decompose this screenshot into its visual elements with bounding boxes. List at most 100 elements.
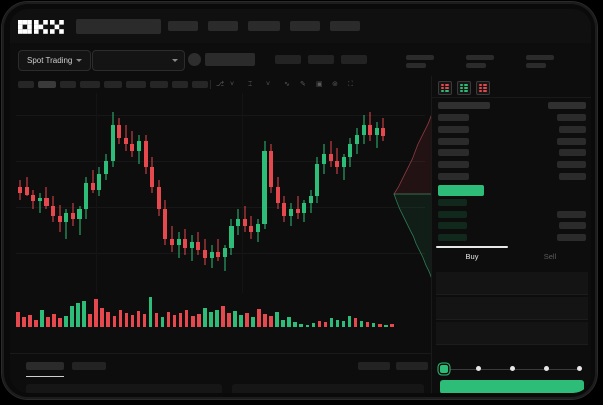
candle	[275, 93, 280, 284]
price-chart[interactable]	[10, 93, 431, 353]
ask-row-6-price[interactable]	[438, 173, 469, 180]
volume-bar	[154, 313, 159, 327]
orderbook-both-icon[interactable]	[438, 81, 452, 95]
camera-icon[interactable]: ▣	[316, 81, 323, 88]
orderbook-header-price[interactable]	[438, 102, 490, 109]
search-input[interactable]	[76, 19, 161, 34]
ask-row-4-size[interactable]	[559, 149, 586, 157]
settings-icon[interactable]: ⊚	[332, 81, 338, 88]
bottom-tab-right-2[interactable]	[396, 362, 428, 370]
fullscreen-icon[interactable]: ⛶	[348, 81, 353, 88]
volume-bar	[76, 303, 80, 327]
trading-mode-label: Spot Trading	[27, 56, 73, 65]
ask-row-2-price[interactable]	[438, 125, 469, 133]
bid-row-4-size[interactable]	[557, 234, 586, 242]
volume-bar	[70, 305, 74, 327]
ask-row-2-size[interactable]	[559, 125, 586, 133]
ask-row-1-size[interactable]	[557, 114, 586, 121]
volume-bar	[245, 313, 249, 327]
toolbar-button-9[interactable]	[192, 81, 208, 88]
ask-row-6-size[interactable]	[559, 173, 586, 180]
volume-bar	[40, 309, 44, 327]
nav-item-3[interactable]	[248, 21, 280, 31]
chevron-down-icon[interactable]: ˅	[266, 81, 271, 88]
volume-bar	[136, 310, 141, 327]
orderbook-header-size[interactable]	[548, 102, 586, 109]
toolbar-divider	[210, 80, 211, 89]
volume-bar	[311, 322, 316, 327]
orderbook-bids-icon[interactable]	[457, 81, 471, 95]
header-stat-6a	[526, 55, 554, 60]
toolbar-button-5[interactable]	[104, 81, 122, 88]
total-field[interactable]	[436, 322, 588, 345]
candle	[70, 93, 75, 284]
slider-dot-25[interactable]	[476, 366, 481, 371]
header-stat-5a	[466, 55, 494, 60]
header-stat-6b	[526, 63, 546, 68]
ask-row-3-price[interactable]	[438, 137, 469, 145]
volume-bar	[209, 312, 213, 327]
bid-row-3-size[interactable]	[559, 222, 586, 230]
amount-slider[interactable]	[440, 364, 584, 374]
bottom-tab-1[interactable]	[26, 362, 64, 370]
amount-field[interactable]	[436, 297, 588, 320]
bid-row-4-price[interactable]	[438, 234, 467, 242]
volume-bar	[178, 313, 183, 327]
toolbar-button-4[interactable]	[80, 81, 100, 88]
slider-handle[interactable]	[440, 365, 448, 373]
price-field[interactable]	[436, 272, 588, 295]
candle	[236, 93, 241, 284]
ask-row-3-size[interactable]	[557, 137, 586, 145]
toolbar-button-6[interactable]	[126, 81, 146, 88]
trading-mode-dropdown[interactable]: Spot Trading	[18, 50, 92, 71]
tab-sell[interactable]: Sell	[543, 252, 557, 261]
orderbook-asks-icon[interactable]	[476, 81, 490, 95]
ask-row-5-price[interactable]	[438, 161, 469, 169]
interval-icon[interactable]: ⌶	[248, 81, 253, 88]
toolbar-button-2[interactable]	[38, 81, 56, 88]
candle	[117, 93, 122, 284]
bottom-tab-right-1[interactable]	[358, 362, 390, 370]
bid-row-2-price[interactable]	[438, 210, 467, 218]
volume-bar	[142, 314, 147, 327]
candle	[163, 93, 168, 284]
ask-row-1-price[interactable]	[438, 114, 469, 121]
toolbar-button-3[interactable]	[60, 81, 76, 88]
candle	[130, 93, 135, 284]
candle	[361, 93, 366, 284]
nav-item-5[interactable]	[330, 21, 360, 31]
slider-dot-100[interactable]	[577, 366, 582, 371]
pair-selector-dropdown[interactable]	[92, 50, 185, 71]
nav-item-2[interactable]	[208, 21, 238, 31]
ask-row-4-price[interactable]	[438, 149, 469, 157]
candle	[31, 93, 36, 284]
bottom-tab-2[interactable]	[72, 362, 106, 370]
candle	[321, 93, 327, 284]
volume-bar	[293, 321, 298, 327]
slider-dot-75[interactable]	[544, 366, 549, 371]
bid-row-1-price[interactable]	[438, 198, 467, 206]
chevron-down-icon	[76, 59, 83, 62]
pencil-icon[interactable]: ✎	[300, 81, 306, 88]
toolbar-button-8[interactable]	[172, 81, 188, 88]
chevron-down-icon[interactable]: ˅	[230, 81, 235, 88]
toolbar-button-1[interactable]	[18, 81, 34, 88]
indicator-icon[interactable]: ⎇	[216, 81, 225, 88]
bid-row-2-size[interactable]	[557, 210, 586, 218]
ask-row-5-size[interactable]	[557, 161, 586, 169]
tab-buy[interactable]: Buy	[465, 252, 479, 261]
nav-item-4[interactable]	[290, 21, 320, 31]
volume-bar	[130, 315, 135, 327]
toolbar-button-7[interactable]	[150, 81, 168, 88]
nav-item-1[interactable]	[168, 21, 198, 31]
submit-buy-button[interactable]	[440, 380, 584, 393]
volume-bar	[112, 316, 117, 327]
bid-row-3-price[interactable]	[438, 222, 467, 230]
header-stat-5b	[466, 63, 486, 68]
candle	[315, 93, 320, 284]
line-tool-icon[interactable]: ∿	[284, 81, 290, 88]
market-stat-1	[275, 55, 301, 64]
slider-dot-50[interactable]	[510, 366, 515, 371]
okx-logo[interactable]	[18, 20, 64, 34]
